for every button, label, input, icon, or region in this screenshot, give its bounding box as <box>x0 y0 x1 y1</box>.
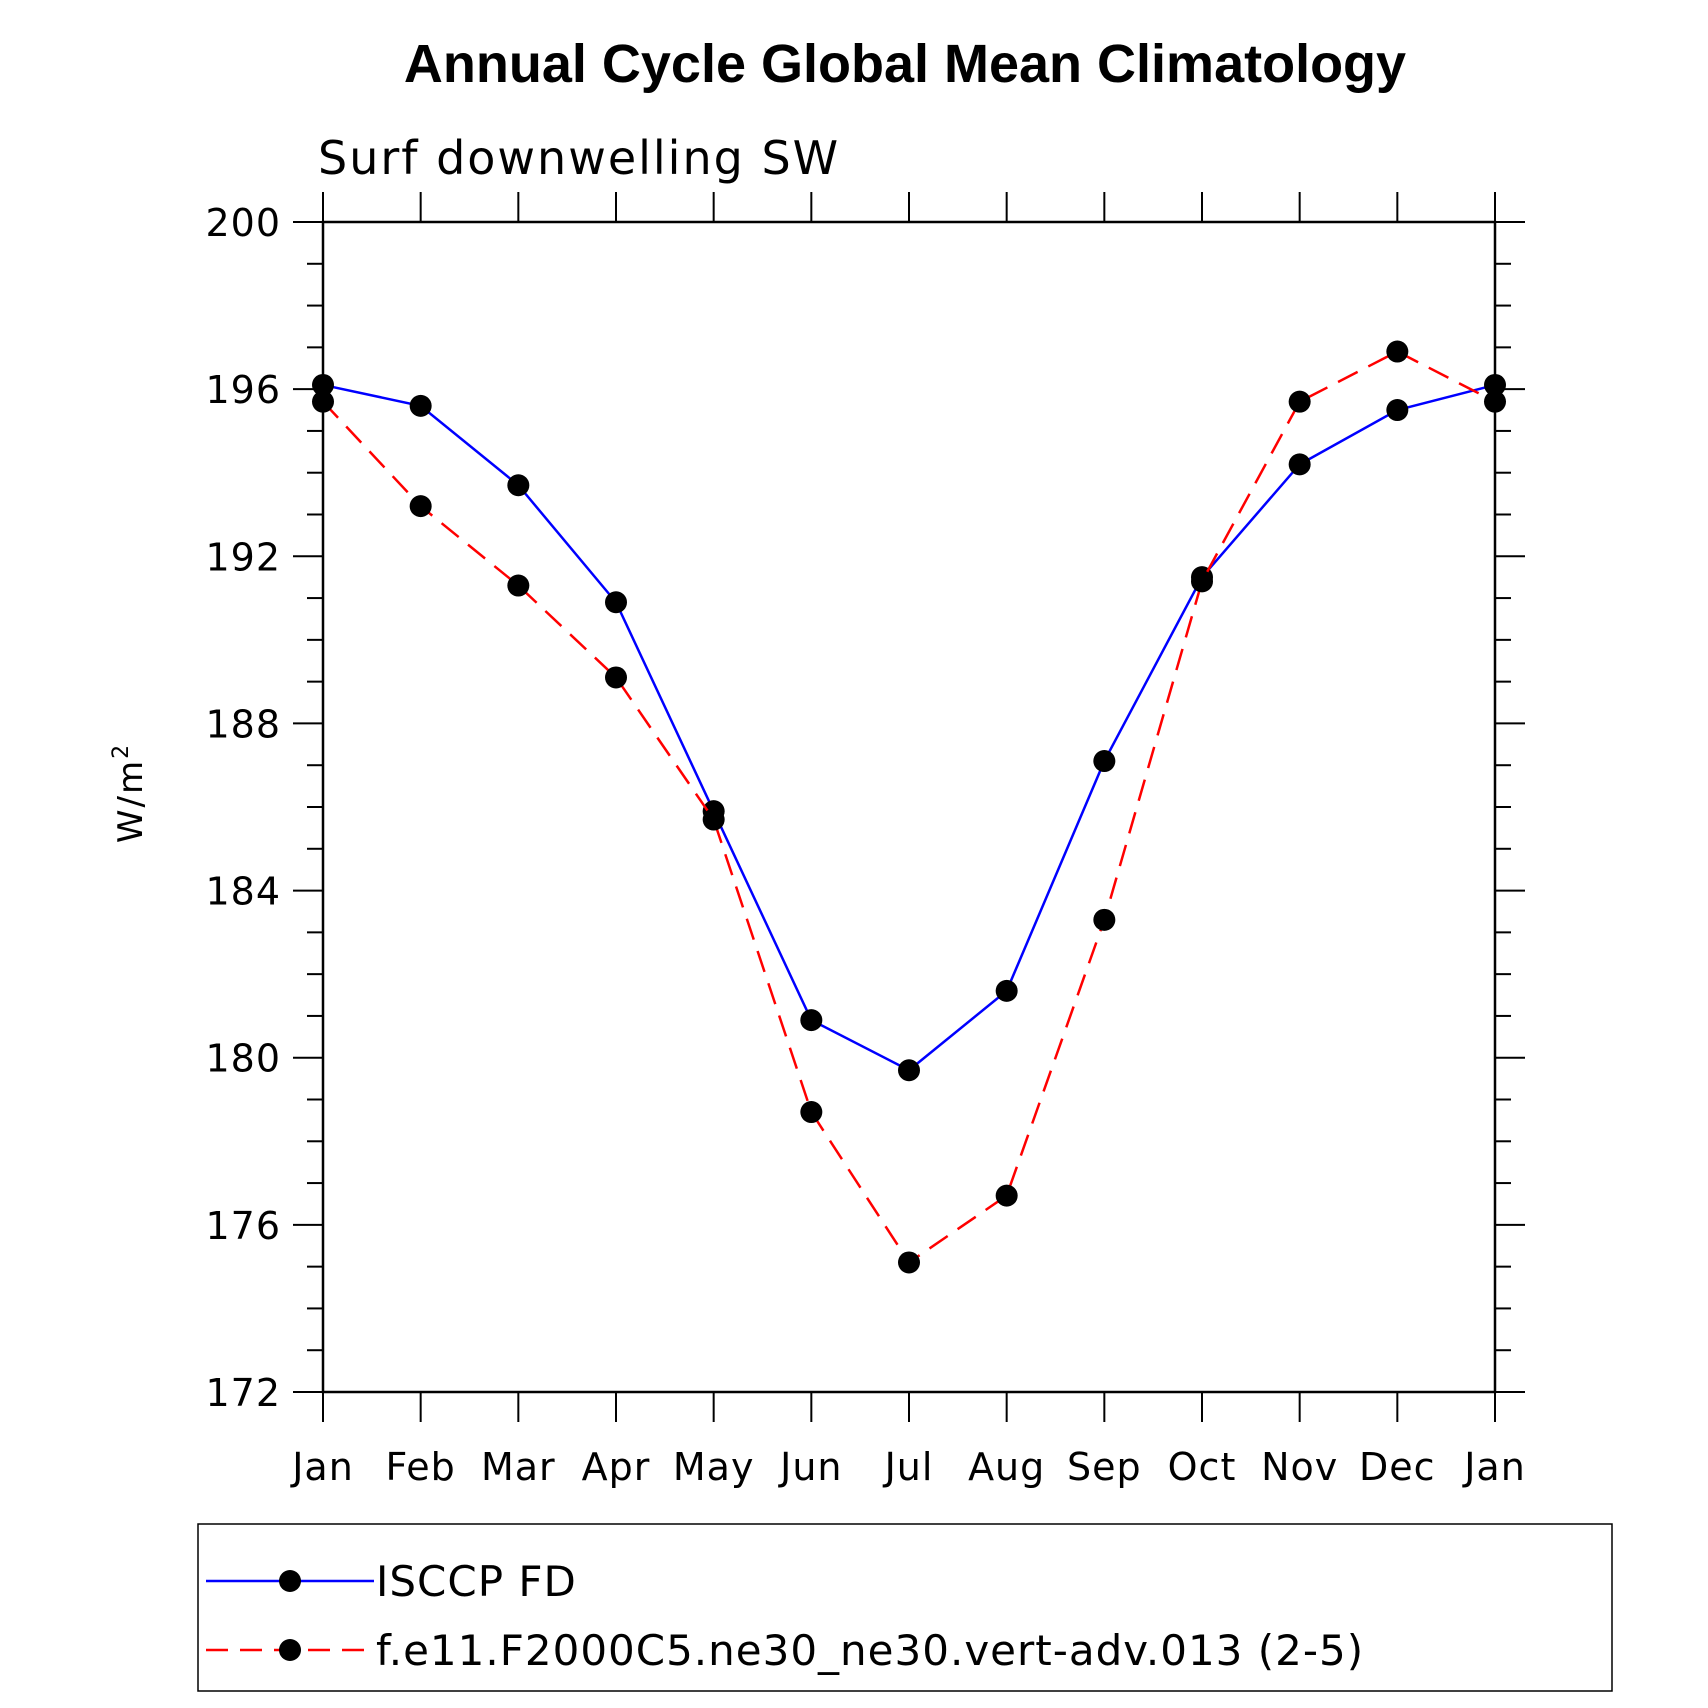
y-tick-label: 196 <box>205 368 281 412</box>
data-point <box>1288 453 1311 476</box>
data-point <box>1484 373 1506 396</box>
x-tick-label: Apr <box>582 1445 651 1489</box>
legend-marker-2 <box>279 1639 301 1661</box>
y-axis-label-superscript: 2 <box>109 743 134 759</box>
x-tick-label: Jan <box>1462 1445 1526 1489</box>
series-line-1 <box>322 383 1496 1072</box>
data-point <box>605 591 627 614</box>
x-tick-label: Jan <box>290 1445 354 1489</box>
x-tick-label: Mar <box>481 1445 556 1489</box>
y-axis-label-text: W/m <box>111 759 151 843</box>
data-point <box>409 495 432 518</box>
y-tick-label: 184 <box>205 870 281 914</box>
data-point <box>995 979 1018 1002</box>
data-point <box>898 1251 920 1274</box>
plot-axes: 172 176 180 184 188 192 196 200 Jan Feb Mar Apr May J… <box>205 192 1525 1489</box>
plot-frame <box>321 220 1497 1394</box>
y-tick-label: 200 <box>205 201 281 245</box>
legend-marker-1 <box>279 1570 301 1592</box>
x-tick-label: Jul <box>883 1445 934 1489</box>
chart-subtitle: Surf downwelling SW <box>318 131 840 185</box>
y-tick-label: 172 <box>205 1371 281 1415</box>
data-point <box>702 808 725 831</box>
data-point <box>1288 390 1311 413</box>
x-tick-label: Nov <box>1261 1445 1338 1489</box>
data-point <box>1093 908 1116 931</box>
series-line-2 <box>322 350 1496 1265</box>
series-layer <box>312 340 1506 1274</box>
y-tick-label: 192 <box>205 535 281 579</box>
x-tick-label: Dec <box>1359 1445 1436 1489</box>
data-point <box>312 373 334 396</box>
legend-label-2: f.e11.F2000C5.ne30_ne30.vert-adv.013 (2-… <box>376 1626 1364 1675</box>
series-1 <box>312 373 1506 1082</box>
x-tick-label: Aug <box>968 1445 1045 1489</box>
x-tick-label: Sep <box>1067 1445 1142 1489</box>
data-point <box>1093 750 1116 773</box>
series-2 <box>312 340 1506 1274</box>
data-point <box>1386 399 1409 422</box>
data-point <box>409 394 432 417</box>
y-tick-label: 188 <box>205 702 281 746</box>
x-tick-label: May <box>673 1445 755 1489</box>
data-point <box>605 666 627 689</box>
data-point <box>507 474 530 497</box>
x-tick-label: Oct <box>1168 1445 1237 1489</box>
legend-box <box>197 1523 1613 1692</box>
data-point <box>1484 390 1506 413</box>
legend: ISCCP FD f.e11.F2000C5.ne30_ne30.vert-adv… <box>197 1523 1613 1692</box>
x-tick-label: Feb <box>386 1445 456 1489</box>
data-point <box>1386 340 1409 363</box>
data-point <box>800 1101 823 1124</box>
y-tick-label: 176 <box>205 1204 281 1248</box>
data-point <box>995 1184 1018 1207</box>
svg-text:W/m2: W/m2 <box>109 743 151 843</box>
data-point <box>800 1009 823 1032</box>
y-axis-label: W/m2 <box>109 743 151 843</box>
data-point <box>1191 570 1213 593</box>
legend-label-1: ISCCP FD <box>376 1557 577 1606</box>
chart-title: Annual Cycle Global Mean Climatology <box>404 34 1406 94</box>
y-tick-label: 180 <box>205 1037 281 1081</box>
x-tick-label: Jun <box>778 1445 842 1489</box>
data-point <box>507 574 530 597</box>
data-point <box>312 390 334 413</box>
data-point <box>898 1059 920 1082</box>
